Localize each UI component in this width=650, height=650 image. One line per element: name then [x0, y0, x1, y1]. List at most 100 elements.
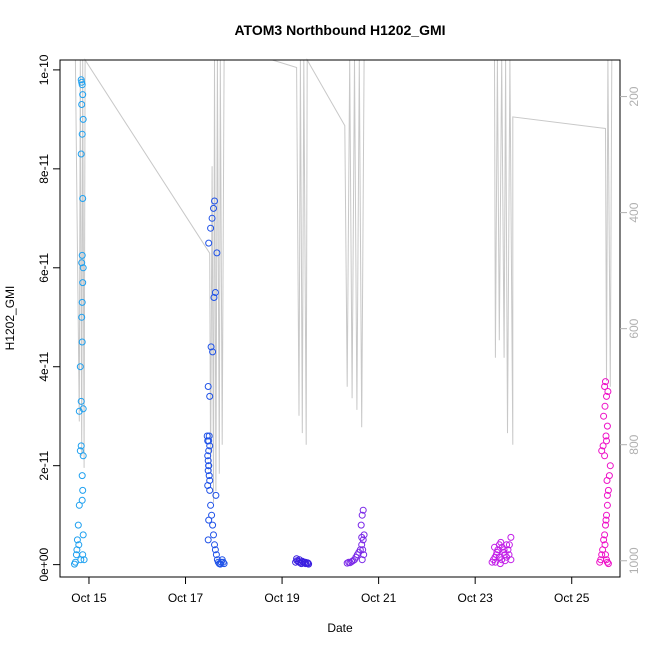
data-point [606, 462, 614, 470]
y2-tick-label: 600 [627, 318, 641, 338]
data-point [601, 531, 609, 539]
data-point [77, 150, 85, 158]
data-point [79, 195, 87, 202]
data-point [603, 422, 611, 430]
data-point [601, 541, 609, 549]
data-point [204, 383, 212, 390]
y2-tick-label: 400 [627, 202, 641, 222]
data-point [602, 516, 610, 524]
data-point [206, 442, 214, 450]
data-point [73, 536, 81, 544]
data-point [78, 130, 86, 138]
data-point [602, 378, 609, 386]
points-layer [71, 76, 614, 568]
pressure-line [74, 58, 613, 503]
data-point [76, 363, 84, 371]
data-point [77, 397, 85, 405]
data-point [205, 432, 213, 440]
data-point [211, 541, 218, 549]
y-tick-label: 2e-11 [37, 450, 51, 480]
data-point [204, 467, 212, 475]
data-point [78, 101, 86, 108]
data-point [205, 516, 213, 524]
x-tick-label: Oct 23 [457, 591, 493, 605]
data-point [603, 477, 611, 484]
data-point [207, 343, 215, 351]
data-point [600, 412, 608, 420]
data-point [213, 249, 221, 257]
y2-tick-label: 800 [627, 434, 641, 454]
data-point [505, 541, 513, 549]
y-axis: 0e+00 2e-11 4e-11 6e-11 8e-11 1e-10 [37, 54, 60, 581]
data-point [301, 558, 309, 566]
y-tick-label: 8e-11 [37, 154, 51, 184]
data-point [205, 437, 213, 445]
data-point [75, 501, 83, 509]
x-tick-label: Oct 21 [361, 591, 397, 605]
data-point [205, 472, 213, 480]
data-point [78, 298, 86, 306]
data-point [205, 462, 213, 470]
data-point [358, 533, 366, 541]
y-tick-label: 1e-10 [37, 54, 51, 85]
data-point [220, 560, 228, 568]
data-point [602, 432, 610, 440]
data-point [74, 521, 82, 529]
data-point [210, 531, 217, 539]
data-point [212, 551, 220, 559]
data-point [603, 491, 611, 499]
data-point [203, 432, 211, 440]
data-point [209, 521, 217, 529]
data-point [204, 452, 212, 460]
data-point [601, 383, 609, 390]
data-point [78, 259, 86, 267]
data-point [204, 536, 212, 544]
data-point [78, 472, 86, 480]
data-point [599, 442, 607, 450]
data-point [358, 556, 366, 564]
data-point [79, 91, 87, 99]
plot-frame [59, 59, 621, 578]
pressure-trace-layer [74, 58, 613, 503]
data-point [205, 239, 213, 247]
flight-series-1 [71, 76, 88, 568]
data-point [207, 224, 215, 232]
data-point [357, 521, 365, 529]
x-tick-label: Oct 17 [168, 591, 204, 605]
data-point [211, 546, 219, 554]
y-axis-label: H1202_GMI [3, 286, 17, 351]
data-point [210, 204, 217, 212]
data-point [504, 546, 512, 554]
data-point [211, 197, 218, 205]
data-point [79, 279, 87, 287]
flight-series-3 [292, 555, 313, 568]
y2-tick-label: 200 [627, 86, 641, 106]
data-point [598, 551, 606, 559]
data-point [210, 294, 218, 301]
data-point [603, 437, 610, 445]
data-point [80, 556, 88, 564]
data-point [359, 546, 367, 554]
data-point [78, 338, 86, 346]
x-tick-label: Oct 19 [264, 591, 300, 605]
data-point [78, 496, 86, 504]
data-point [208, 214, 216, 222]
data-point [507, 533, 515, 541]
flight-series-4 [343, 506, 368, 567]
data-point [78, 313, 86, 321]
data-point [598, 447, 606, 455]
x-axis: Oct 15 Oct 17 Oct 19 Oct 21 Oct 23 Oct 25 [71, 576, 590, 605]
x-tick-label: Oct 25 [554, 591, 590, 605]
data-point [206, 392, 214, 400]
y-tick-label: 0e+00 [37, 547, 51, 581]
data-point [358, 511, 366, 519]
right-pressure-axis: 200 400 600 800 1000 [620, 86, 641, 574]
data-point [503, 541, 511, 549]
data-point [212, 491, 220, 499]
data-point [204, 482, 212, 489]
data-point [78, 78, 86, 86]
y-tick-label: 6e-11 [37, 253, 51, 283]
data-point [79, 264, 87, 272]
data-point [603, 501, 611, 509]
